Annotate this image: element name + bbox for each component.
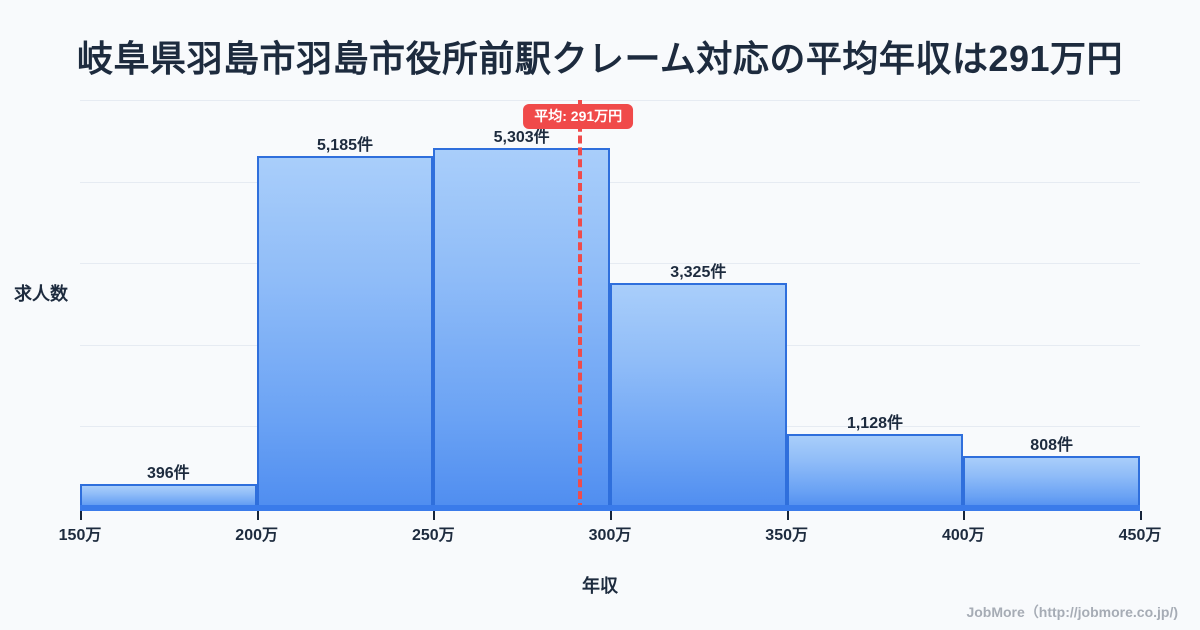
bar[interactable] [256, 155, 434, 511]
x-axis-tick [786, 511, 789, 520]
chart-title: 岐阜県羽島市羽島市役所前駅クレーム対応の平均年収は291万円 [77, 38, 1123, 79]
x-axis-tick [256, 511, 259, 520]
x-axis-tick-label: 300万 [588, 527, 632, 544]
bar[interactable] [610, 283, 787, 511]
bar-value-label: 396件 [146, 464, 190, 482]
bar-value-label: 5,185件 [316, 136, 373, 154]
bar[interactable] [963, 455, 1140, 511]
average-badge: 平均: 291万円 [523, 104, 634, 129]
x-axis-tick-label: 450万 [1118, 527, 1162, 544]
bar-value-label: 808件 [1030, 436, 1073, 454]
x-axis-tick [80, 511, 82, 520]
x-axis-tick-label: 400万 [941, 527, 985, 544]
bar-value-label: 5,303件 [493, 128, 550, 146]
x-axis-tick-label: 350万 [765, 527, 809, 544]
average-line [578, 100, 583, 511]
x-axis-tick [610, 511, 612, 520]
x-axis-tick [1140, 511, 1142, 520]
footer-credit: JobMore（http://jobmore.co.jp/) [966, 604, 1178, 620]
y-axis-label: 求人数 [14, 284, 68, 304]
x-axis-tick [963, 511, 966, 520]
x-axis-tick-label: 200万 [235, 527, 279, 544]
x-axis-tick-label: 150万 [58, 527, 102, 544]
x-axis-label: 年収 [582, 576, 618, 596]
bar[interactable] [786, 433, 964, 511]
x-axis-tick-label: 250万 [411, 527, 455, 544]
bar-value-label: 3,325件 [670, 264, 727, 282]
bar[interactable] [433, 147, 610, 511]
plot-area: 396件 5,185件 5,303件 3,325件 1,128件 808件 [80, 100, 1140, 511]
bars-layer: 396件 5,185件 5,303件 3,325件 1,128件 808件 [80, 100, 1140, 511]
x-axis [80, 505, 1142, 520]
x-axis-tick [433, 511, 436, 520]
bar-value-label: 1,128件 [846, 414, 903, 432]
